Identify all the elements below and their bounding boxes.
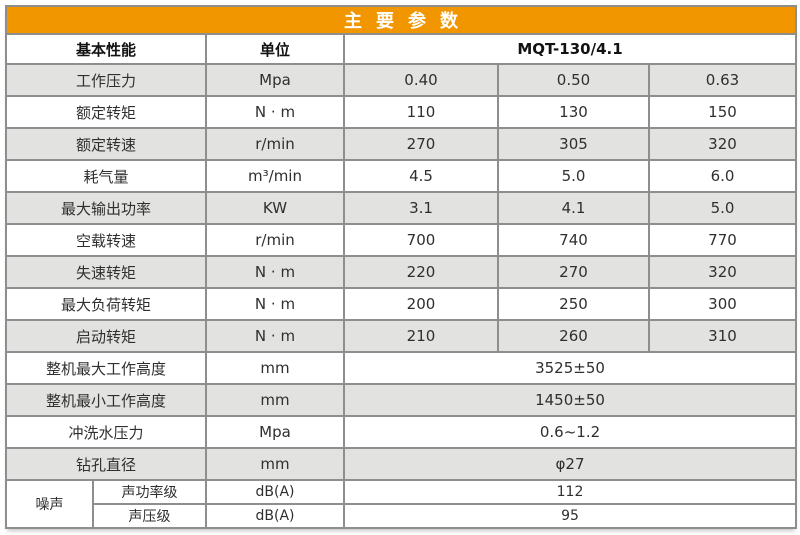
- table-title-text: 主要参数: [344, 11, 472, 32]
- param-unit: r/min: [205, 223, 345, 257]
- param-value: 95: [343, 503, 797, 529]
- table-row-max-load-torque: 最大负荷转矩 N · m 200 250 300: [5, 287, 797, 321]
- param-value: 150: [648, 95, 797, 129]
- param-value: 1450±50: [343, 383, 797, 417]
- param-unit: m³/min: [205, 159, 345, 193]
- table-row-flushing-water-pressure: 冲洗水压力 Mpa 0.6~1.2: [5, 415, 797, 449]
- param-value: 770: [648, 223, 797, 257]
- table-row-max-output-power: 最大输出功率 KW 3.1 4.1 5.0: [5, 191, 797, 225]
- table-row-rated-speed: 额定转速 r/min 270 305 320: [5, 127, 797, 161]
- param-unit: N · m: [205, 319, 345, 353]
- param-value: 0.40: [343, 63, 499, 97]
- param-label: 最大负荷转矩: [5, 287, 207, 321]
- param-value: 3525±50: [343, 351, 797, 385]
- table-title: 主要参数: [5, 5, 797, 35]
- param-value: 200: [343, 287, 499, 321]
- param-value: 305: [497, 127, 650, 161]
- param-value: 4.1: [497, 191, 650, 225]
- param-value: 320: [648, 127, 797, 161]
- param-label: 冲洗水压力: [5, 415, 207, 449]
- param-value: 130: [497, 95, 650, 129]
- noise-sub-label: 声功率级: [92, 479, 207, 505]
- param-value: 740: [497, 223, 650, 257]
- table-row-max-working-height: 整机最大工作高度 mm 3525±50: [5, 351, 797, 385]
- param-unit: mm: [205, 447, 345, 481]
- table-row-rated-torque: 额定转矩 N · m 110 130 150: [5, 95, 797, 129]
- param-value: 6.0: [648, 159, 797, 193]
- table-row-drill-hole-diameter: 钻孔直径 mm φ27: [5, 447, 797, 481]
- header-basic-performance: 基本性能: [5, 33, 207, 65]
- param-value: φ27: [343, 447, 797, 481]
- table-row-min-working-height: 整机最小工作高度 mm 1450±50: [5, 383, 797, 417]
- table-row-starting-torque: 启动转矩 N · m 210 260 310: [5, 319, 797, 353]
- main-parameters-table: 主要参数 基本性能 单位 MQT-130/4.1 工作压力 Mpa 0.40 0…: [5, 5, 797, 529]
- table-row-noise-sound-pressure: 声压级 dB(A) 95: [6, 503, 797, 529]
- param-label: 额定转矩: [5, 95, 207, 129]
- param-label: 耗气量: [5, 159, 207, 193]
- param-unit: N · m: [205, 287, 345, 321]
- table-title-row: 主要参数: [5, 5, 797, 35]
- noise-sub-label: 声压级: [92, 503, 207, 529]
- param-unit: r/min: [205, 127, 345, 161]
- param-value: 220: [343, 255, 499, 289]
- param-value: 700: [343, 223, 499, 257]
- param-label: 启动转矩: [5, 319, 207, 353]
- param-value: 5.0: [497, 159, 650, 193]
- param-value: 270: [343, 127, 499, 161]
- header-model: MQT-130/4.1: [343, 33, 797, 65]
- param-unit: Mpa: [205, 415, 345, 449]
- table-row-air-consumption: 耗气量 m³/min 4.5 5.0 6.0: [5, 159, 797, 193]
- param-unit: KW: [205, 191, 345, 225]
- param-value: 320: [648, 255, 797, 289]
- param-label: 工作压力: [5, 63, 207, 97]
- param-value: 0.50: [497, 63, 650, 97]
- param-label: 整机最小工作高度: [5, 383, 207, 417]
- param-unit: dB(A): [205, 503, 345, 529]
- table-row-stall-torque: 失速转矩 N · m 220 270 320: [5, 255, 797, 289]
- param-value: 110: [343, 95, 499, 129]
- param-unit: mm: [205, 351, 345, 385]
- table-row-no-load-speed: 空载转速 r/min 700 740 770: [5, 223, 797, 257]
- param-value: 112: [343, 479, 797, 505]
- param-label: 失速转矩: [5, 255, 207, 289]
- param-label: 最大输出功率: [5, 191, 207, 225]
- param-value: 3.1: [343, 191, 499, 225]
- table-row-noise-sound-power: 噪声 声功率级 dB(A) 112: [5, 479, 797, 529]
- param-value: 0.63: [648, 63, 797, 97]
- param-unit: dB(A): [205, 479, 345, 505]
- param-label: 钻孔直径: [5, 447, 207, 481]
- param-value: 250: [497, 287, 650, 321]
- param-label: 整机最大工作高度: [5, 351, 207, 385]
- param-unit: N · m: [205, 95, 345, 129]
- param-value: 4.5: [343, 159, 499, 193]
- param-value: 0.6~1.2: [343, 415, 797, 449]
- param-unit: mm: [205, 383, 345, 417]
- param-label: 额定转速: [5, 127, 207, 161]
- param-value: 5.0: [648, 191, 797, 225]
- param-value: 260: [497, 319, 650, 353]
- param-value: 300: [648, 287, 797, 321]
- noise-group-label: 噪声: [5, 479, 94, 529]
- param-value: 310: [648, 319, 797, 353]
- param-unit: N · m: [205, 255, 345, 289]
- param-value: 270: [497, 255, 650, 289]
- param-unit: Mpa: [205, 63, 345, 97]
- table-row-working-pressure: 工作压力 Mpa 0.40 0.50 0.63: [5, 63, 797, 97]
- param-label: 空载转速: [5, 223, 207, 257]
- table-header-row: 基本性能 单位 MQT-130/4.1: [5, 33, 797, 65]
- param-value: 210: [343, 319, 499, 353]
- header-unit: 单位: [205, 33, 345, 65]
